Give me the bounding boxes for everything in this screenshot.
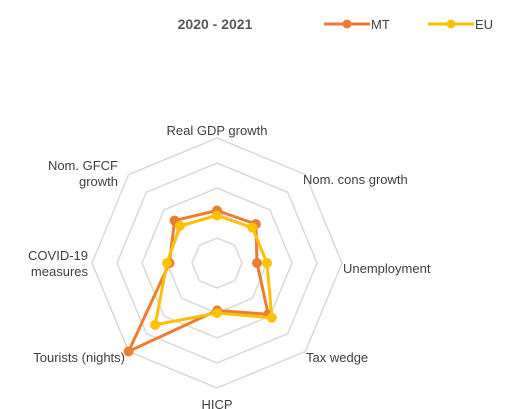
axis-label: Nom. GFCF growth <box>48 158 118 189</box>
legend-marker <box>342 19 352 29</box>
data-point <box>262 258 272 268</box>
data-point <box>212 210 222 221</box>
legend-label: EU <box>475 17 493 32</box>
legend-item-eu: EU <box>428 17 493 32</box>
legend: MT EU <box>324 17 493 32</box>
axis-label-line: Nom. GFCF <box>48 158 118 173</box>
axis-label-line: HICP <box>201 397 232 409</box>
axis-label-line: measures <box>31 264 89 279</box>
data-point <box>247 222 258 233</box>
grid-ring <box>91 137 343 389</box>
axis-label-line: COVID-19 <box>28 248 88 263</box>
data-point <box>150 319 161 330</box>
axis-label: Tax wedge <box>306 350 368 365</box>
axis-label: COVID-19 measures <box>28 248 88 279</box>
series-layer <box>123 205 277 357</box>
grid-ring <box>141 187 293 339</box>
axis-label: Unemployment <box>343 261 431 276</box>
legend-marker <box>446 19 456 29</box>
grid-ring <box>191 237 243 289</box>
data-point <box>252 258 262 268</box>
axis-label-line: Real GDP growth <box>167 123 268 138</box>
grid-ring <box>116 162 318 364</box>
axis-label-line: Unemployment <box>343 261 431 276</box>
legend-label: MT <box>371 17 390 32</box>
legend-item-mt: MT <box>324 17 390 32</box>
data-point <box>162 258 172 268</box>
data-point <box>123 346 134 357</box>
axis-label-line: growth <box>79 174 118 189</box>
axis-label: Real GDP growth <box>167 123 268 138</box>
axis-label-line: Tax wedge <box>306 350 368 365</box>
axis-label: Nom. cons growth <box>303 172 408 187</box>
data-point <box>174 220 185 231</box>
axis-label: HICP <box>201 397 232 409</box>
series-eu <box>150 210 277 330</box>
data-point <box>266 312 277 323</box>
axis-label-line: Nom. cons growth <box>303 172 408 187</box>
axis-label: Tourists (nights) <box>33 350 125 365</box>
chart-title: 2020 - 2021 <box>178 16 253 32</box>
axis-labels: Real GDP growth Nom. cons growth Unemploym… <box>28 123 431 409</box>
data-point <box>212 308 222 318</box>
axis-label-line: Tourists (nights) <box>33 350 125 365</box>
